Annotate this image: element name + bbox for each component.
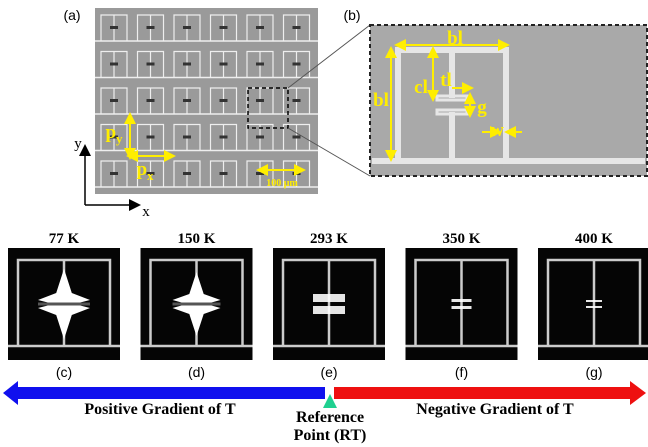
temperature-label: 350 K	[443, 231, 481, 247]
symbol: p	[105, 122, 116, 143]
dim-label: tl	[440, 70, 452, 91]
axis-label: x	[142, 204, 150, 220]
gap	[256, 26, 264, 29]
gap	[183, 26, 191, 29]
dim-label: w	[490, 120, 504, 141]
hotspot	[452, 299, 472, 302]
symbol: p	[136, 159, 147, 180]
subscript: x	[147, 168, 154, 183]
gradient-label: Negative Gradient of T	[416, 401, 574, 418]
gap	[220, 26, 228, 29]
reference-label: Point (RT)	[294, 427, 367, 444]
gap	[183, 172, 191, 175]
gap	[183, 99, 191, 102]
dim-label: g	[477, 97, 487, 118]
gap	[38, 303, 90, 306]
gap	[293, 136, 301, 139]
gap	[110, 63, 118, 66]
temperature-label: 77 K	[49, 231, 80, 247]
sem-array	[95, 8, 318, 194]
gap	[147, 26, 155, 29]
gap	[183, 63, 191, 66]
temperature-label: 400 K	[575, 231, 613, 247]
gap	[110, 99, 118, 102]
panel-label: (b)	[343, 7, 360, 23]
reference-label: Reference	[296, 409, 364, 426]
temperature-label: 293 K	[310, 231, 348, 247]
gap	[293, 63, 301, 66]
dim-label: cl	[414, 77, 428, 98]
panel-label: (g)	[585, 364, 602, 380]
axis-label: y	[74, 136, 82, 152]
gap	[220, 63, 228, 66]
hotspot	[452, 306, 472, 309]
subscript: y	[116, 131, 123, 146]
figure: bl bl cl tl g w py px 100 μm x y (a) (b)…	[0, 0, 648, 447]
gap	[256, 172, 264, 175]
gap	[147, 136, 155, 139]
scale-label: 100 μm	[266, 178, 298, 189]
gap	[173, 303, 221, 306]
panel-label: (f)	[455, 364, 468, 380]
gap	[256, 63, 264, 66]
panel-label: (d)	[188, 364, 205, 380]
panel-label: (e)	[320, 364, 337, 380]
gap	[183, 136, 191, 139]
gap	[293, 172, 301, 175]
temperature-label: 150 K	[178, 231, 216, 247]
gap	[256, 99, 264, 102]
gap	[293, 99, 301, 102]
dim-label: bl	[447, 28, 463, 49]
panel-label: (a)	[63, 7, 80, 23]
gradient-label: Positive Gradient of T	[84, 401, 236, 418]
panel-label: (c)	[56, 364, 72, 380]
thermal-images: 77 K (c) 150 K (d) 293 K (e) 350 K (f) 400 K (g)	[8, 231, 648, 380]
gap	[220, 172, 228, 175]
hotspot	[586, 306, 602, 308]
gap	[256, 136, 264, 139]
gap	[220, 99, 228, 102]
hotspot	[586, 300, 602, 302]
dim-label: bl	[373, 90, 389, 111]
gap	[147, 63, 155, 66]
hotspot	[313, 306, 345, 314]
gap	[110, 172, 118, 175]
gap	[293, 26, 301, 29]
gap	[110, 26, 118, 29]
hotspot	[313, 294, 345, 302]
gap	[220, 136, 228, 139]
gap	[147, 99, 155, 102]
